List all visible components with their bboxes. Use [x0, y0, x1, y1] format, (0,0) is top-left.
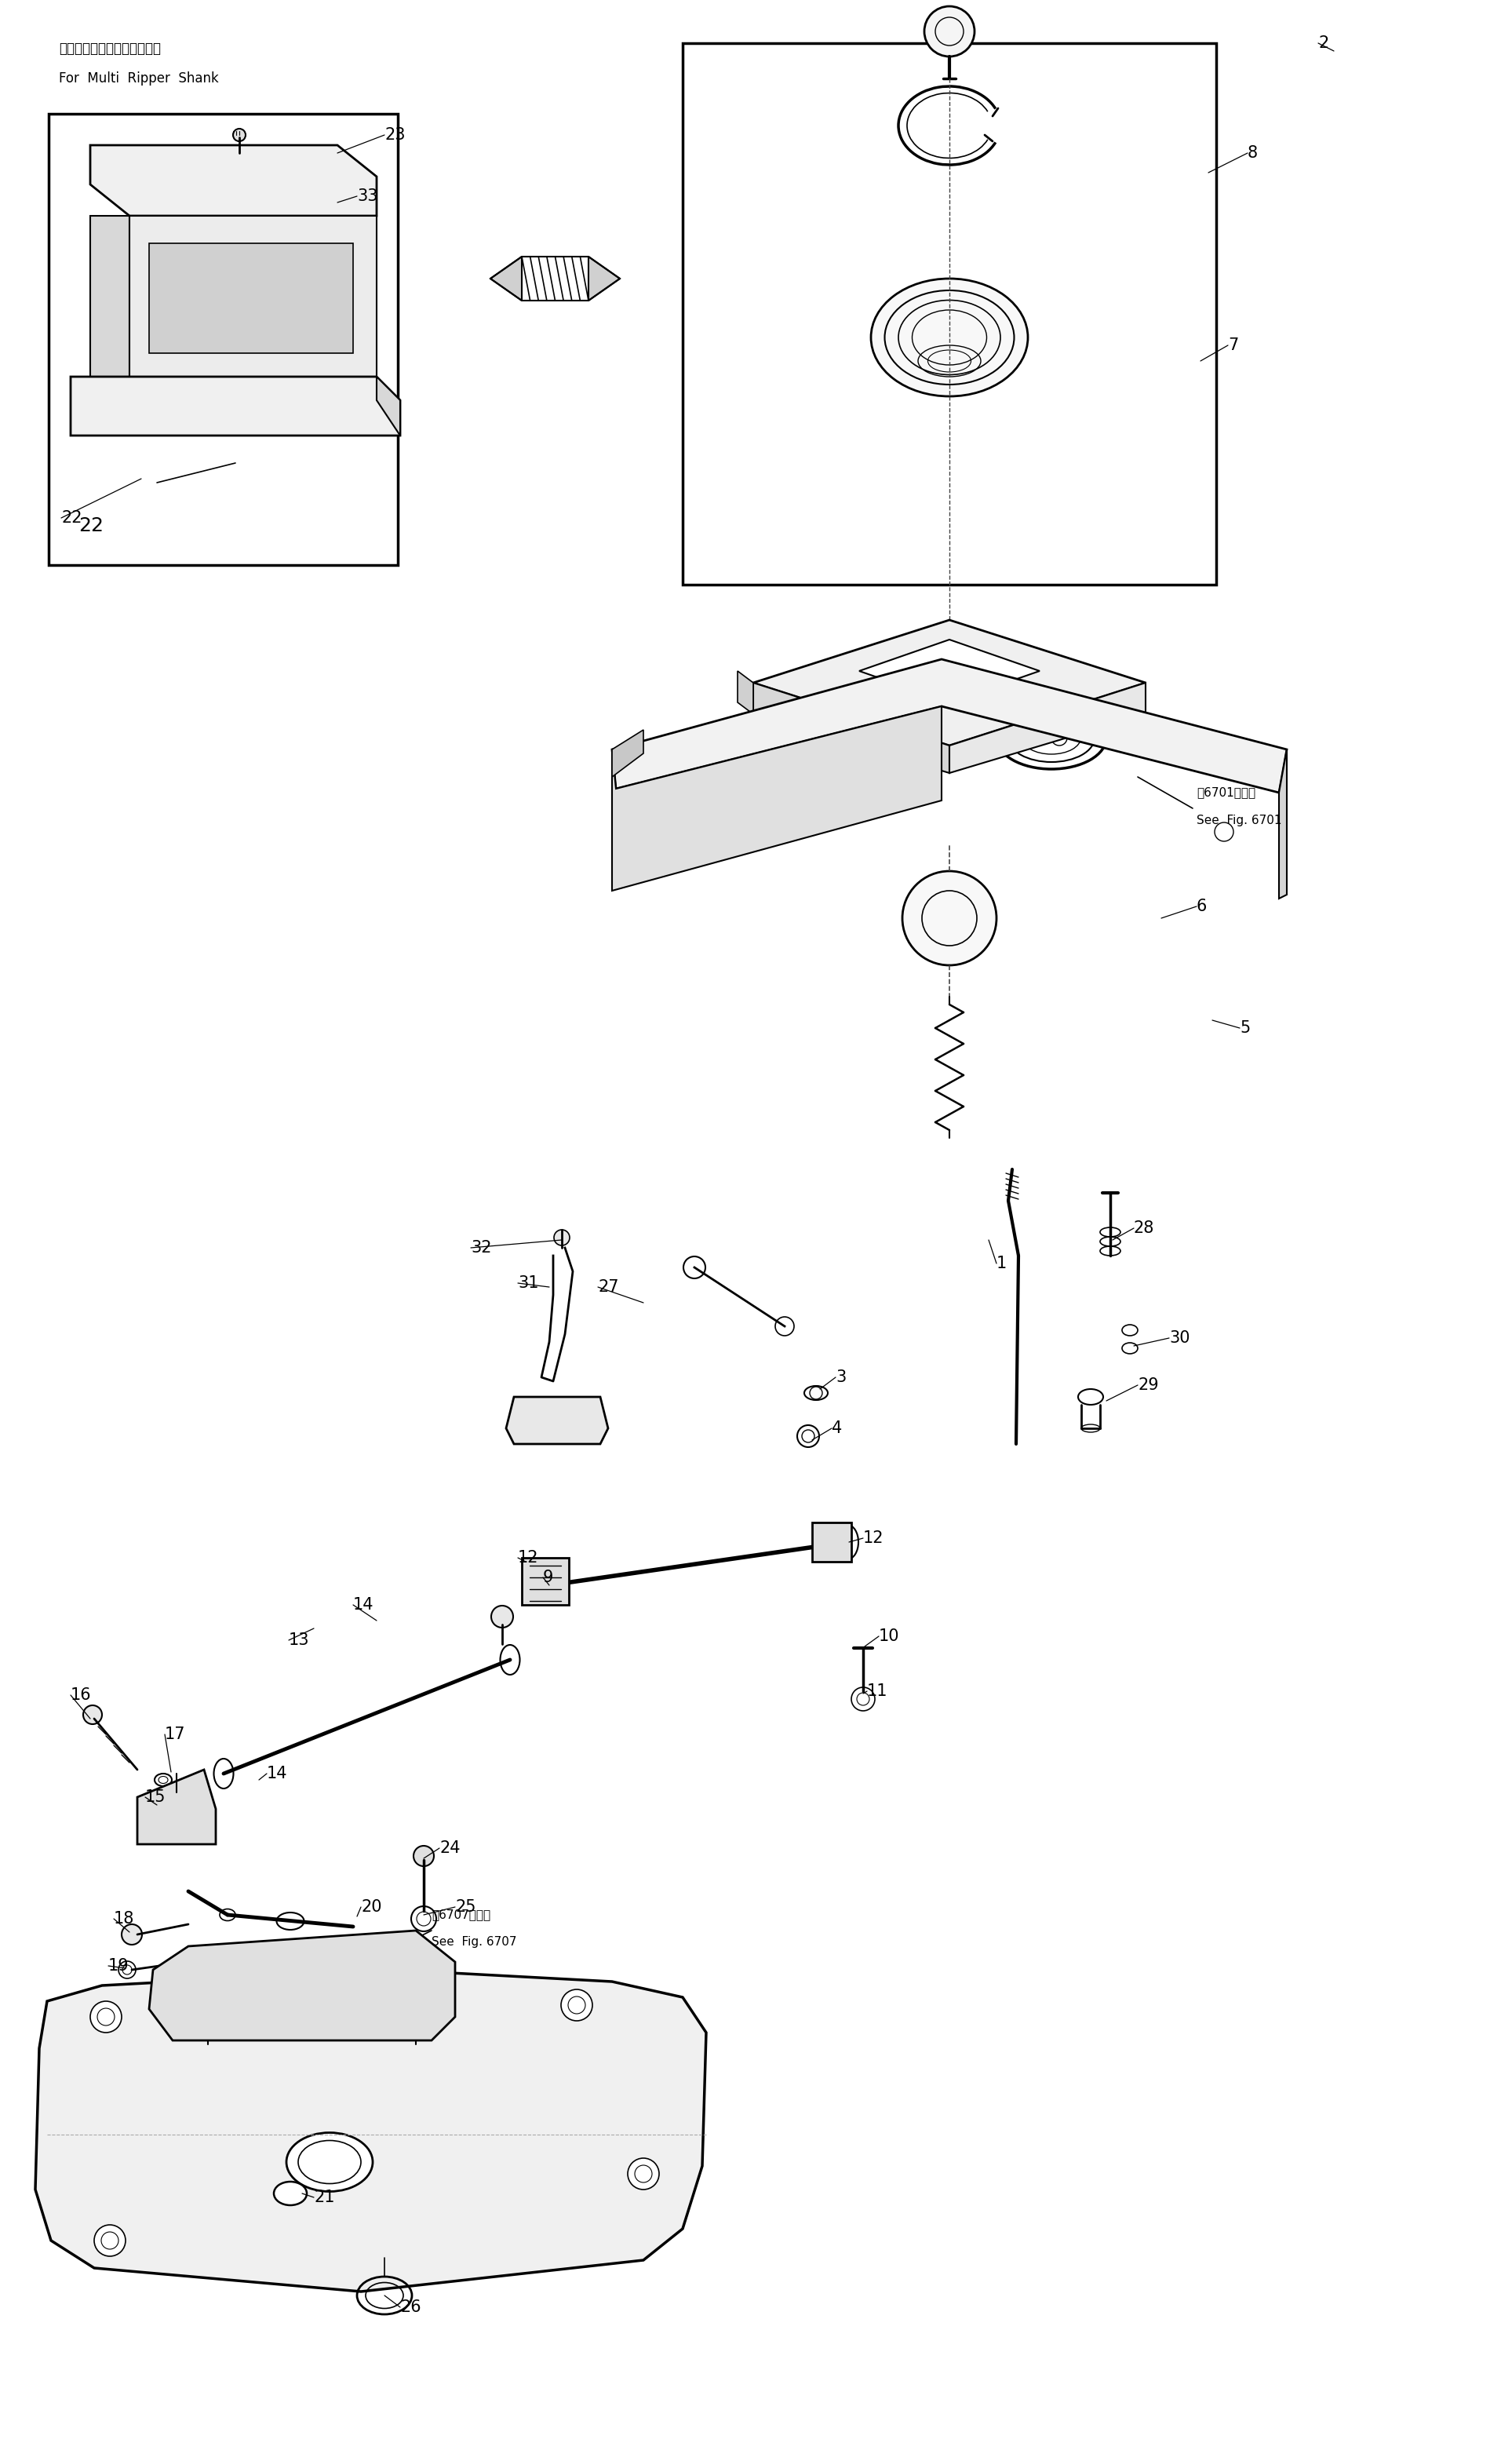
Text: 1: 1: [996, 1256, 1007, 1271]
Polygon shape: [738, 670, 753, 714]
Circle shape: [561, 1990, 593, 2020]
Circle shape: [903, 871, 996, 964]
Circle shape: [121, 1924, 142, 1944]
Polygon shape: [91, 145, 376, 216]
Circle shape: [627, 2157, 659, 2189]
Text: 30: 30: [1169, 1330, 1190, 1345]
Polygon shape: [150, 1931, 455, 2039]
Text: 12: 12: [863, 1531, 885, 1546]
Text: 25: 25: [455, 1899, 476, 1914]
Ellipse shape: [286, 2133, 372, 2191]
Bar: [682, 44, 1216, 584]
Polygon shape: [71, 378, 401, 434]
Text: 10: 10: [878, 1629, 900, 1644]
Text: 6: 6: [1196, 898, 1207, 915]
Circle shape: [83, 1706, 101, 1725]
Ellipse shape: [274, 2182, 307, 2206]
Bar: [209, 1953, 411, 2025]
Text: マルチリッパシャンク装着用: マルチリッパシャンク装着用: [59, 42, 160, 56]
Text: 7: 7: [1228, 339, 1238, 353]
Polygon shape: [35, 1971, 706, 2292]
Polygon shape: [612, 707, 942, 891]
Ellipse shape: [871, 280, 1028, 395]
Text: 3: 3: [836, 1369, 847, 1384]
Text: 33: 33: [357, 189, 378, 204]
Polygon shape: [522, 1558, 569, 1605]
Polygon shape: [130, 216, 376, 378]
Polygon shape: [612, 729, 644, 778]
Polygon shape: [138, 1769, 216, 1845]
Text: 21: 21: [314, 2189, 334, 2206]
Polygon shape: [1279, 748, 1287, 898]
Circle shape: [924, 7, 975, 56]
Polygon shape: [753, 682, 950, 773]
Text: See  Fig. 6701: See Fig. 6701: [1196, 815, 1282, 827]
Text: 31: 31: [519, 1276, 538, 1291]
Polygon shape: [490, 258, 522, 299]
Text: 2: 2: [1318, 34, 1329, 52]
Circle shape: [233, 128, 245, 142]
Text: 27: 27: [597, 1279, 618, 1296]
Text: 第6701図参照: 第6701図参照: [1196, 788, 1255, 798]
Circle shape: [94, 2226, 125, 2255]
Text: 24: 24: [440, 1840, 460, 1855]
Polygon shape: [150, 243, 354, 353]
Text: 9: 9: [543, 1571, 553, 1585]
Text: 12: 12: [519, 1551, 538, 1566]
Circle shape: [635, 2164, 652, 2182]
Text: 8: 8: [1247, 145, 1258, 162]
Text: 4: 4: [832, 1421, 842, 1436]
Text: 17: 17: [165, 1728, 186, 1742]
Polygon shape: [612, 660, 1287, 793]
Circle shape: [553, 1229, 570, 1247]
Text: 第6707図参照: 第6707図参照: [431, 1909, 490, 1921]
Bar: [48, 113, 398, 564]
Polygon shape: [376, 378, 401, 434]
Polygon shape: [91, 216, 130, 378]
Bar: [526, 1409, 593, 1438]
Text: 18: 18: [113, 1912, 135, 1926]
Text: 5: 5: [1240, 1021, 1250, 1036]
Text: 26: 26: [401, 2299, 420, 2314]
Circle shape: [91, 2000, 121, 2032]
Circle shape: [413, 1845, 434, 1865]
Polygon shape: [859, 640, 1040, 702]
Polygon shape: [507, 1396, 608, 1443]
Text: 20: 20: [361, 1899, 381, 1914]
Text: 32: 32: [470, 1239, 491, 1256]
Text: 11: 11: [866, 1683, 888, 1698]
Circle shape: [97, 2007, 115, 2025]
Text: For  Multi  Ripper  Shank: For Multi Ripper Shank: [59, 71, 219, 86]
Text: 14: 14: [266, 1767, 287, 1782]
Circle shape: [491, 1605, 513, 1627]
Polygon shape: [753, 621, 1146, 746]
Text: 29: 29: [1137, 1377, 1158, 1394]
Text: 19: 19: [109, 1958, 129, 1973]
Circle shape: [101, 2231, 118, 2250]
Polygon shape: [950, 682, 1146, 773]
Polygon shape: [588, 258, 620, 299]
Text: 14: 14: [354, 1598, 373, 1612]
Text: See  Fig. 6707: See Fig. 6707: [431, 1936, 517, 1948]
Text: 15: 15: [145, 1789, 166, 1806]
Text: 22: 22: [60, 510, 82, 525]
Text: 16: 16: [71, 1688, 92, 1703]
Circle shape: [569, 1998, 585, 2015]
Text: 13: 13: [289, 1632, 310, 1649]
Text: 28: 28: [1134, 1220, 1155, 1237]
Text: 22: 22: [79, 515, 104, 535]
Text: 23: 23: [384, 128, 405, 142]
Polygon shape: [812, 1521, 851, 1561]
